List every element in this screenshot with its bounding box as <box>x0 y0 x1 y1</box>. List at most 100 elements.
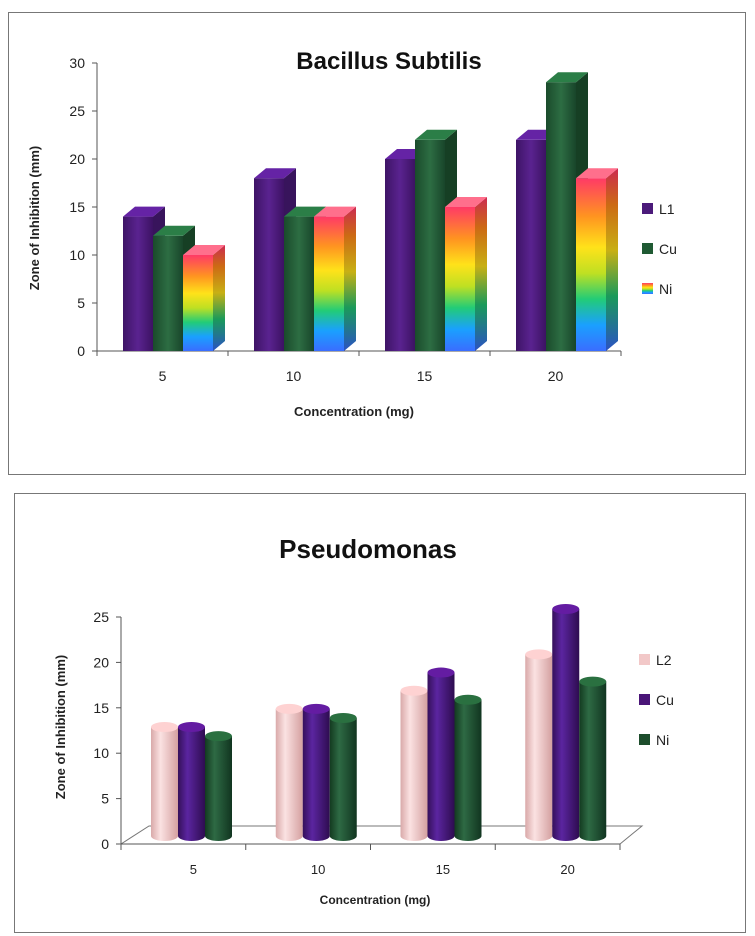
legend: L2 Cu Ni <box>639 652 674 748</box>
legend-swatch-l1 <box>642 203 653 214</box>
bar-top <box>123 206 165 217</box>
x-tick-label: 10 <box>311 862 325 877</box>
bars <box>123 72 618 351</box>
bar-front <box>576 178 606 351</box>
bar-top <box>153 225 195 236</box>
legend-swatch-ni <box>639 734 650 745</box>
bar-ni-15 <box>454 694 482 841</box>
legend-label-l2: L2 <box>656 652 672 668</box>
y-tick-label: 10 <box>93 745 109 761</box>
chart-panel-bacillus: Bacillus Subtilis 0 5 10 15 20 25 30 5 10 15 20 C… <box>8 12 746 475</box>
cylinder-body <box>178 727 205 841</box>
bar-top <box>183 245 225 255</box>
chart-title: Pseudomonas <box>279 534 457 564</box>
bar-ni-5 <box>183 245 225 351</box>
bar-side <box>606 168 618 351</box>
y-tick-label: 30 <box>69 55 85 71</box>
bar-front <box>385 159 415 351</box>
bar-front <box>546 82 576 351</box>
chart-panel-pseudomonas: Pseudomonas 0 5 10 15 20 25 5 10 15 20 Concentra… <box>14 493 746 933</box>
x-tick-label: 15 <box>436 862 450 877</box>
bar-ni-5 <box>205 731 232 841</box>
x-tick-labels: 5 10 15 20 <box>159 368 564 384</box>
bar-l2-15 <box>400 685 428 841</box>
x-axis-label: Concentration (mg) <box>320 893 431 907</box>
cylinder-top <box>329 712 357 723</box>
chart-title: Bacillus Subtilis <box>296 48 481 75</box>
bar-l2-10 <box>275 703 303 841</box>
bar-front <box>314 216 344 351</box>
cylinder-body <box>454 699 482 841</box>
y-tick-label: 0 <box>101 836 109 852</box>
bar-top <box>284 206 326 217</box>
cylinder-body <box>329 717 357 841</box>
cylinder-body <box>579 681 607 841</box>
y-tick-label: 20 <box>93 654 109 670</box>
y-tick-label: 0 <box>77 343 85 359</box>
bar-top <box>314 206 356 217</box>
legend-label-cu: Cu <box>656 692 674 708</box>
bar-front <box>183 255 213 351</box>
cylinder-top <box>302 703 330 714</box>
y-tick-label: 5 <box>77 295 85 311</box>
cylinder-top <box>151 722 178 733</box>
cylinder-body <box>427 672 455 841</box>
y-tick-label: 5 <box>101 791 109 807</box>
bar-top <box>576 168 618 179</box>
bar-ni-15 <box>445 197 487 351</box>
bar-top <box>445 197 487 207</box>
x-tick-label: 15 <box>417 368 433 384</box>
bar-front <box>254 178 284 351</box>
cylinder-top <box>205 731 232 742</box>
bar-front <box>123 216 153 351</box>
x-tick-label: 10 <box>286 368 302 384</box>
bar-top <box>546 72 588 83</box>
bar-front <box>516 139 546 351</box>
x-tick-label: 5 <box>190 862 197 877</box>
cylinder-top <box>178 722 205 733</box>
y-tick-label: 25 <box>93 609 109 625</box>
bar-top <box>415 129 457 140</box>
bar-l2-5 <box>151 722 178 841</box>
bar-ni-10 <box>314 206 356 351</box>
bar-cu-10 <box>302 703 330 841</box>
cylinder-top <box>525 649 553 660</box>
y-tick-label: 10 <box>69 247 85 263</box>
cylinder-top <box>400 685 428 696</box>
y-tick-label: 20 <box>69 151 85 167</box>
legend-label-l1: L1 <box>659 201 675 217</box>
legend-label-ni: Ni <box>659 281 672 297</box>
bar-front <box>153 235 183 351</box>
y-tick-labels: 0 5 10 15 20 25 30 <box>69 55 85 359</box>
bar-front <box>415 139 445 351</box>
bar-ni-10 <box>329 712 357 841</box>
bar-front <box>284 216 314 351</box>
x-tick-label: 20 <box>560 862 574 877</box>
x-tick-label: 20 <box>548 368 564 384</box>
bar-cu-5 <box>178 722 205 841</box>
legend-swatch-cu <box>642 243 653 254</box>
legend-swatch-ni <box>642 283 653 294</box>
x-axis-label: Concentration (mg) <box>294 404 414 419</box>
x-tick-labels: 5 10 15 20 <box>190 862 575 877</box>
cylinder-body <box>151 727 178 841</box>
y-tick-label: 25 <box>69 103 85 119</box>
cylinder-top <box>275 703 303 714</box>
bar-cu-20 <box>552 604 580 841</box>
bar-side <box>213 245 225 351</box>
legend-swatch-cu <box>639 694 650 705</box>
bars <box>151 604 607 841</box>
bar-l2-20 <box>525 649 553 841</box>
cylinder-top <box>579 676 607 687</box>
y-axis-label: Zone of Inhibition (mm) <box>53 655 68 799</box>
y-axis-label: Zone of Inhibition (mm) <box>27 146 42 290</box>
legend: L1 Cu Ni <box>642 201 677 297</box>
bacillus-chart: Bacillus Subtilis 0 5 10 15 20 25 30 5 10 15 20 C… <box>27 48 677 419</box>
cylinder-top <box>552 604 580 614</box>
legend-swatch-l2 <box>639 654 650 665</box>
y-tick-label: 15 <box>93 700 109 716</box>
cylinder-body <box>275 708 303 841</box>
cylinder-body <box>302 708 330 841</box>
legend-label-cu: Cu <box>659 241 677 257</box>
bar-top <box>254 168 296 179</box>
